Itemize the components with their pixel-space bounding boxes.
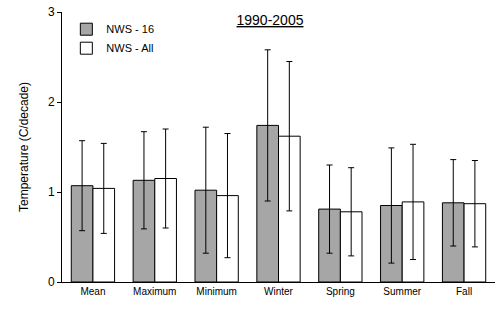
svg-text:0: 0 (48, 275, 55, 289)
svg-text:Minimum: Minimum (196, 286, 237, 297)
svg-text:NWS - 16: NWS - 16 (106, 23, 154, 35)
svg-text:NWS - All: NWS - All (106, 42, 153, 54)
svg-text:Summer: Summer (383, 286, 421, 297)
svg-text:Fall: Fall (456, 286, 472, 297)
svg-text:Temperature (C/decade): Temperature (C/decade) (17, 82, 31, 212)
svg-text:3: 3 (48, 5, 55, 19)
svg-text:2: 2 (48, 95, 55, 109)
svg-text:Maximum: Maximum (133, 286, 176, 297)
svg-text:1990-2005: 1990-2005 (237, 12, 304, 28)
svg-text:Winter: Winter (264, 286, 294, 297)
svg-text:1: 1 (48, 185, 55, 199)
svg-text:Mean: Mean (80, 286, 105, 297)
svg-text:Spring: Spring (326, 286, 355, 297)
